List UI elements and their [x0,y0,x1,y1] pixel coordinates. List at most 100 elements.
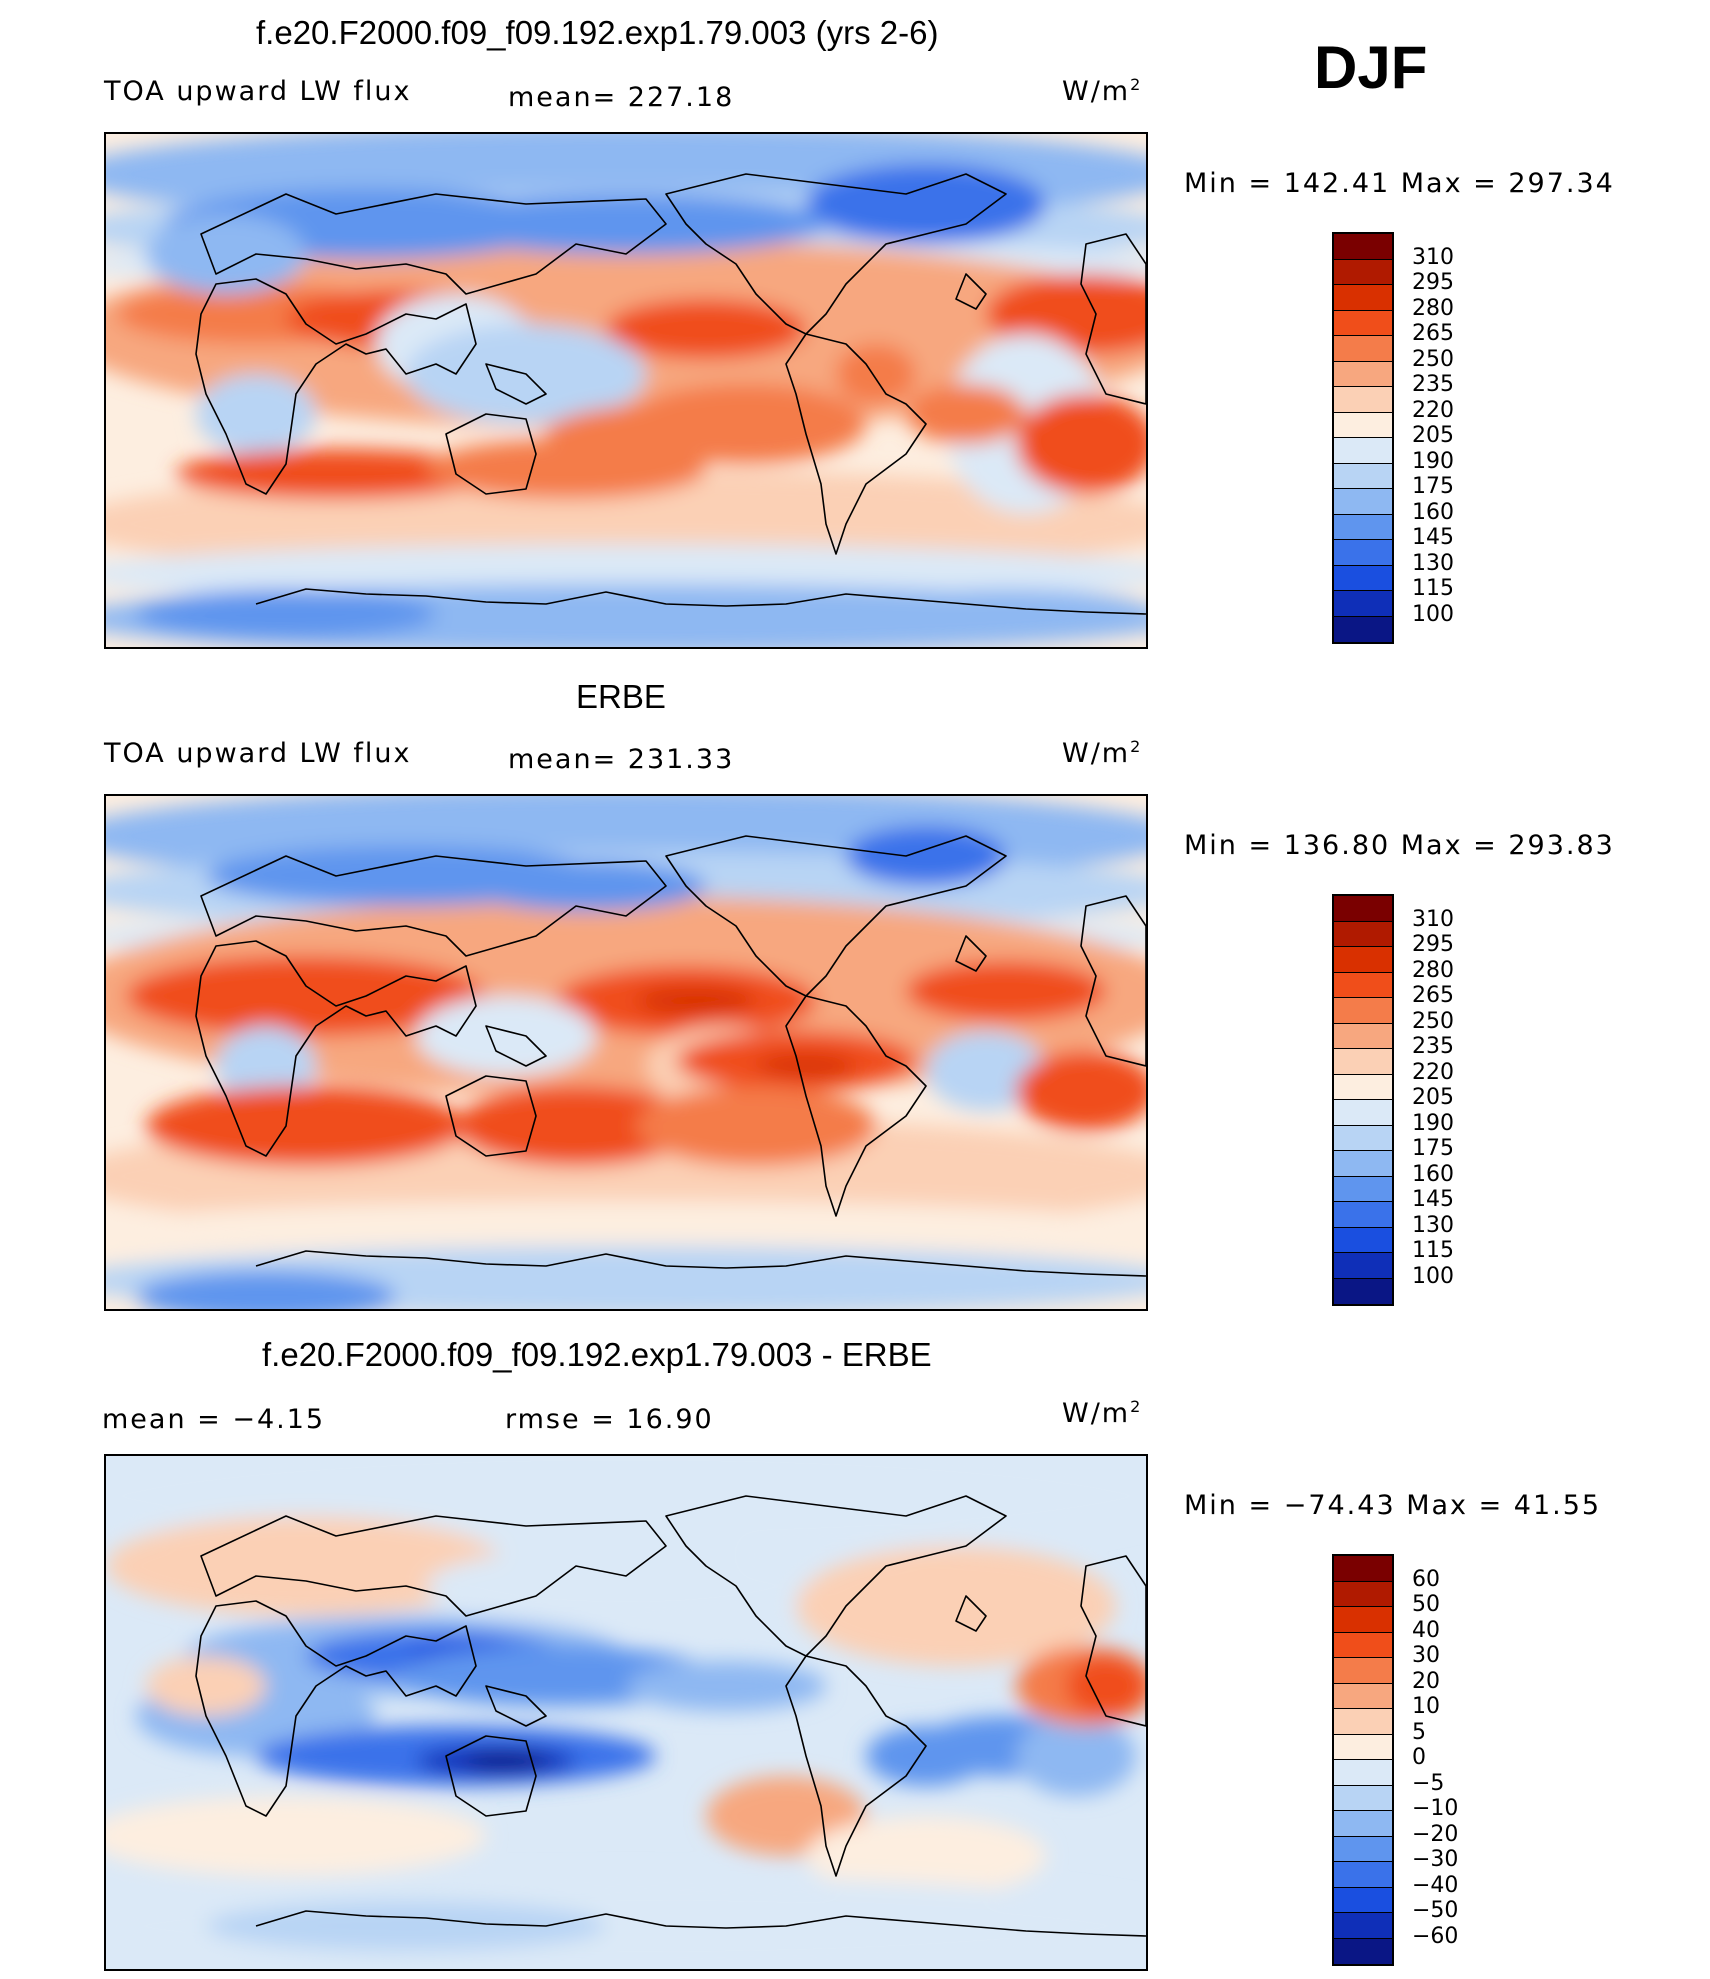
coastline [955,273,987,310]
contour-region [106,1516,506,1616]
colorbar-swatch [1334,1709,1392,1735]
colorbar-swatch [1334,591,1392,617]
coastline [445,1735,537,1817]
season-label: DJF [1314,34,1428,101]
coastline [1080,895,1146,1067]
colorbar-tick-label: 235 [1412,1034,1454,1059]
panel-3-title: f.e20.F2000.f09_f09.192.exp1.79.003 - ER… [262,1336,932,1373]
colorbar-tick-label: 190 [1412,1110,1454,1136]
colorbar-tick-label: −40 [1412,1872,1459,1898]
contour-region [636,1086,876,1166]
coastline [665,835,1007,997]
colorbar-swatch [1334,514,1392,540]
contour-region [106,1201,1146,1261]
colorbar-tick-label: 115 [1412,576,1454,601]
colorbar-swatch [1334,565,1392,591]
colorbar-tick-label: 280 [1412,957,1454,983]
contour-region [136,589,436,639]
colorbar-model [1332,232,1394,644]
contour-region [196,374,316,454]
coastline [255,588,1146,615]
colorbar-swatch [1334,489,1392,515]
contour-region [636,986,756,1016]
colorbar-swatch [1334,1913,1392,1939]
colorbar-swatch [1334,1658,1392,1684]
colorbar-swatch [1334,1785,1392,1811]
colorbar-tick-label: 205 [1412,423,1454,448]
contour-region [106,1796,486,1876]
colorbar-swatch [1334,1023,1392,1049]
coastline [200,193,667,295]
colorbar-swatch [1334,1556,1392,1582]
colorbar-swatch [1334,1074,1392,1100]
contour-region [446,589,806,629]
panel-1-minmax: Min = 142.41 Max = 297.34 [1184,168,1615,199]
coastline [955,1595,987,1632]
colorbar-tick-label: 20 [1412,1668,1440,1694]
colorbar-swatch [1334,361,1392,387]
colorbar-tick-label: 220 [1412,1059,1454,1085]
contour-region [866,1726,986,1786]
coastline [955,935,987,972]
contour-region [466,861,706,911]
colorbar-swatch [1334,310,1392,336]
contour-region [606,299,806,359]
colorbar-swatch [1334,1683,1392,1709]
colorbar-swatch [1334,1100,1392,1126]
panel-1-title: f.e20.F2000.f09_f09.192.exp1.79.003 (yrs… [256,14,939,51]
contour-region [426,194,826,254]
coastline [1080,1555,1146,1727]
contour-region [136,1271,396,1309]
colorbar-tick-label: 130 [1412,550,1454,576]
coastline [195,278,477,495]
contour-region [626,1661,826,1711]
colorbar-swatch [1334,1049,1392,1075]
colorbar-tick-label: −10 [1412,1796,1459,1821]
colorbar-tick-label: 115 [1412,1238,1454,1263]
coastline [445,1075,537,1157]
contour-region [836,344,916,404]
colorbar-tick-label: 60 [1412,1566,1440,1592]
contour-region [1016,394,1146,494]
panel-1-mean-label: mean= 227.18 [508,82,735,113]
colorbar-swatch [1334,1253,1392,1279]
colorbar-swatch [1334,998,1392,1024]
colorbar-tick-label: 175 [1412,1136,1454,1161]
contour-region [416,996,596,1076]
colorbar-swatch [1334,1278,1392,1304]
colorbar-tick-label: 130 [1412,1212,1454,1238]
colorbar-swatch [1334,1836,1392,1862]
colorbar-tick-label: 160 [1412,499,1454,525]
colorbar-swatch [1334,463,1392,489]
colorbar-swatch [1334,947,1392,973]
coastline [195,1600,477,1817]
panel-2-mean-label: mean= 231.33 [508,744,735,775]
colorbar-tick-label: 280 [1412,295,1454,321]
coastline [445,413,537,495]
colorbar-tick-label: 100 [1412,1263,1454,1289]
coastline [200,1515,667,1617]
colorbar-swatch [1334,921,1392,947]
coastline [485,363,547,405]
colorbar-swatch [1334,1632,1392,1658]
coastline [485,1025,547,1067]
colorbar-swatch [1334,387,1392,413]
colorbar-tick-label: 0 [1412,1745,1426,1770]
coastline [255,1250,1146,1277]
colorbar-obs [1332,894,1394,1306]
coastline [255,1910,1146,1937]
contour-region [176,449,496,499]
colorbar-swatch [1334,285,1392,311]
colorbar-tick-label: 250 [1412,346,1454,372]
colorbar-swatch [1334,616,1392,642]
colorbar-tick-label: 5 [1412,1719,1426,1745]
colorbar-tick-label: 40 [1412,1617,1440,1643]
contour-region [206,1901,606,1951]
colorbar-swatch [1334,1862,1392,1888]
panel-2-left-label: TOA upward LW flux [104,738,412,769]
coastline [1080,233,1146,405]
panel-3-minmax: Min = −74.43 Max = 41.55 [1184,1490,1602,1521]
contour-region [426,439,706,499]
colorbar-tick-label: 295 [1412,932,1454,957]
colorbar-swatch [1334,972,1392,998]
